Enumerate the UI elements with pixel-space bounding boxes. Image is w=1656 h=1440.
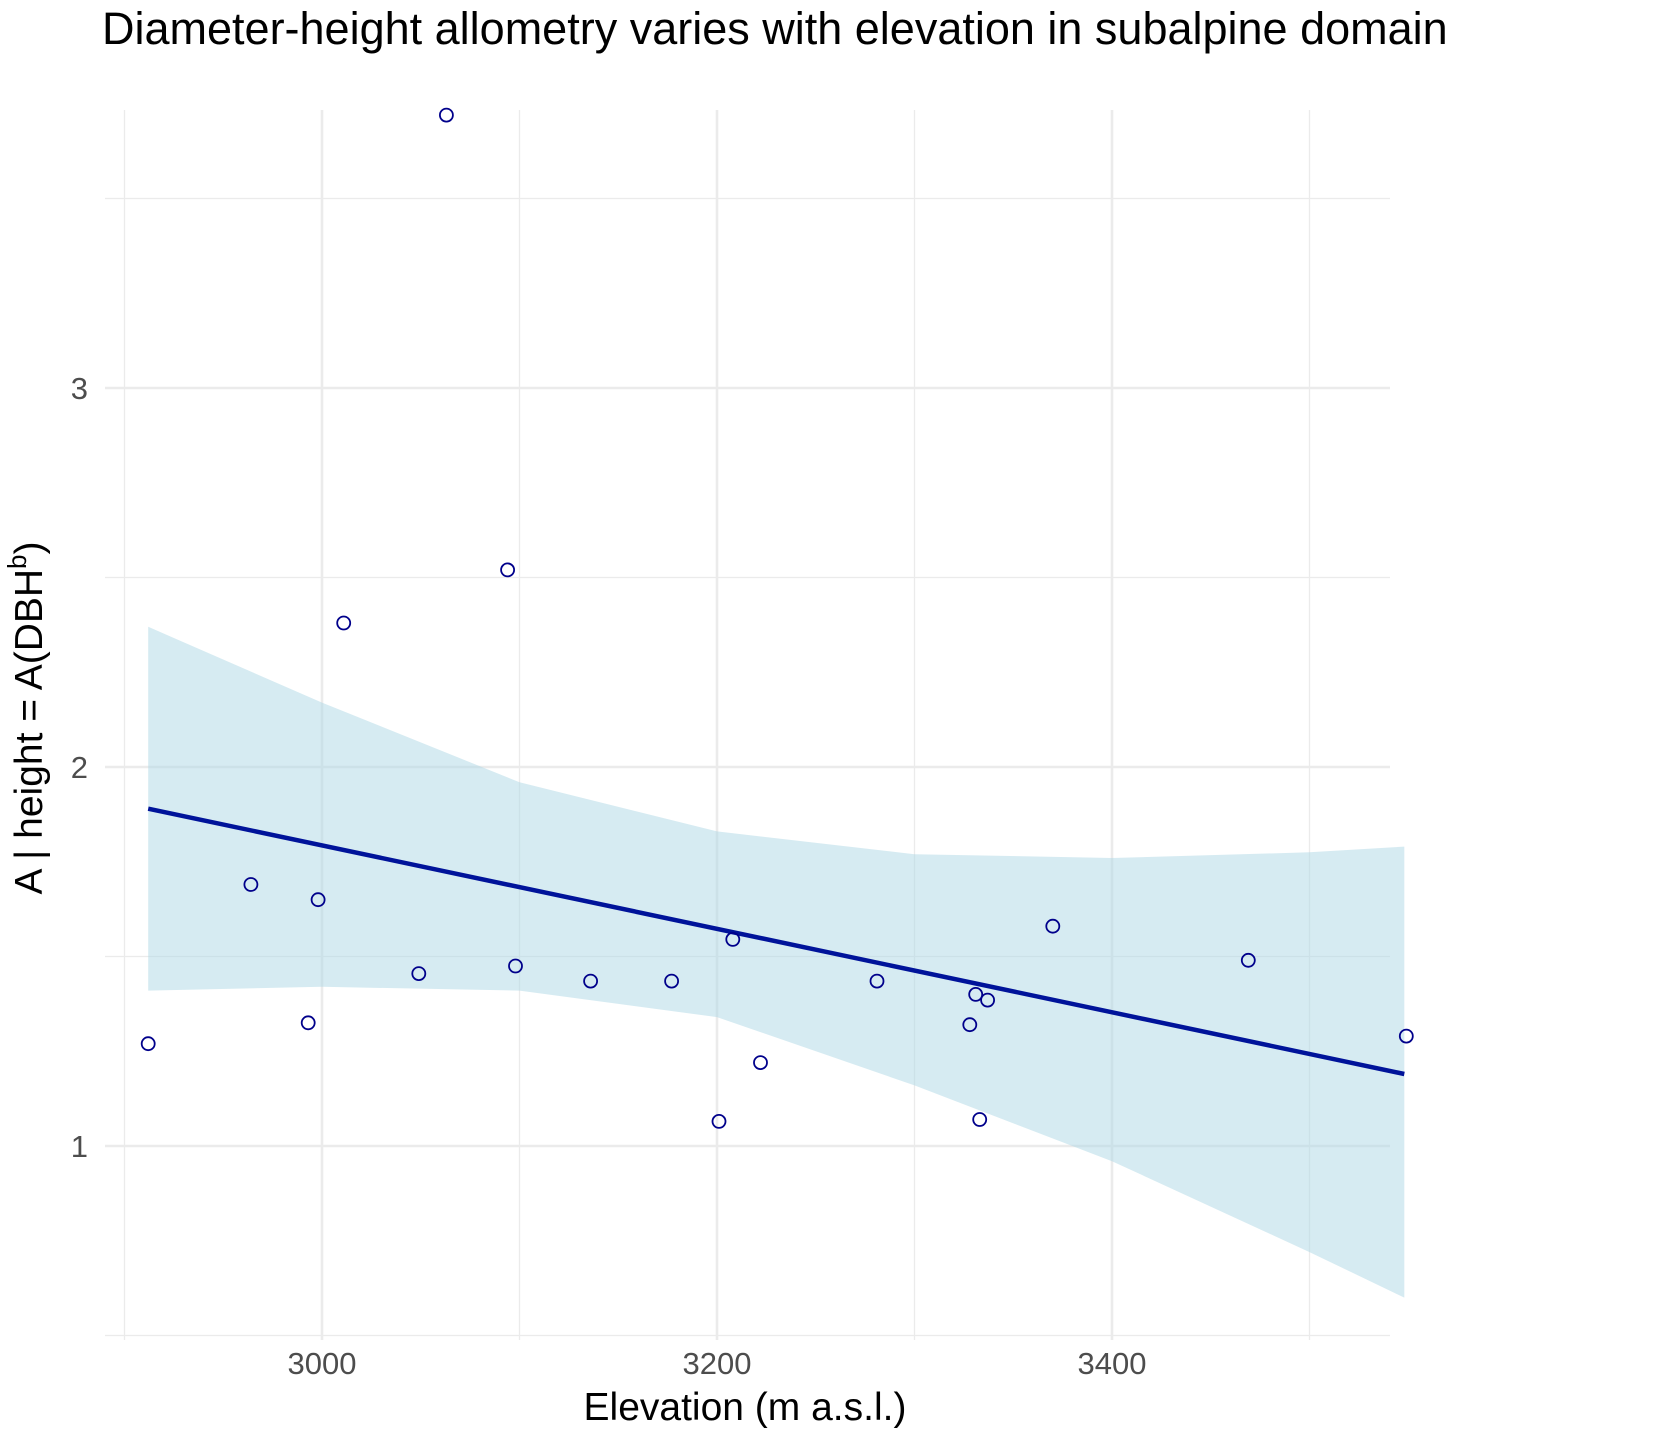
y-axis-title-close: ) [8,541,51,554]
data-point-12 [725,932,741,947]
y-axis-title-main: A | height = A(DBH [8,569,51,895]
x-tick-label-0: 3000 [288,1346,357,1381]
x-tick-labels: 3000 3200 3400 [288,1346,1147,1381]
data-point-1 [243,877,259,892]
y-axis-title-superscript: b [2,554,32,568]
data-points [140,107,1414,1129]
data-point-14 [869,973,885,989]
data-point-17 [972,1112,988,1127]
data-point-4 [336,615,352,631]
confidence-ribbon [148,626,1405,1298]
data-point-0 [140,1036,156,1052]
y-tick-labels: 1 2 3 [71,371,88,1164]
data-point-6 [438,107,454,123]
data-point-9 [583,973,598,989]
data-point-2 [300,1015,316,1031]
data-point-3 [310,892,326,908]
y-tick-label-1: 2 [71,750,88,785]
x-tick-label-2: 3400 [1078,1346,1147,1381]
data-point-10 [664,973,679,989]
data-point-21 [1398,1028,1414,1044]
chart-title: Diameter-height allometry varies with el… [102,3,1448,54]
data-point-18 [980,992,995,1008]
y-axis-title: A | height = A(DBHb) [2,541,51,894]
data-point-15 [962,1017,978,1033]
x-tick-label-1: 3200 [683,1346,752,1381]
data-point-5 [411,966,427,981]
data-point-7 [500,562,516,578]
data-point-20 [1240,952,1256,968]
data-point-16 [968,987,984,1002]
data-point-19 [1045,918,1061,934]
data-point-8 [508,958,523,974]
x-axis-title: Elevation (m a.s.l.) [584,1386,907,1429]
y-tick-label-0: 1 [71,1129,88,1164]
data-point-13 [753,1055,768,1070]
y-tick-label-2: 3 [71,371,88,406]
data-point-11 [711,1114,727,1129]
regression-line [147,806,1405,1077]
